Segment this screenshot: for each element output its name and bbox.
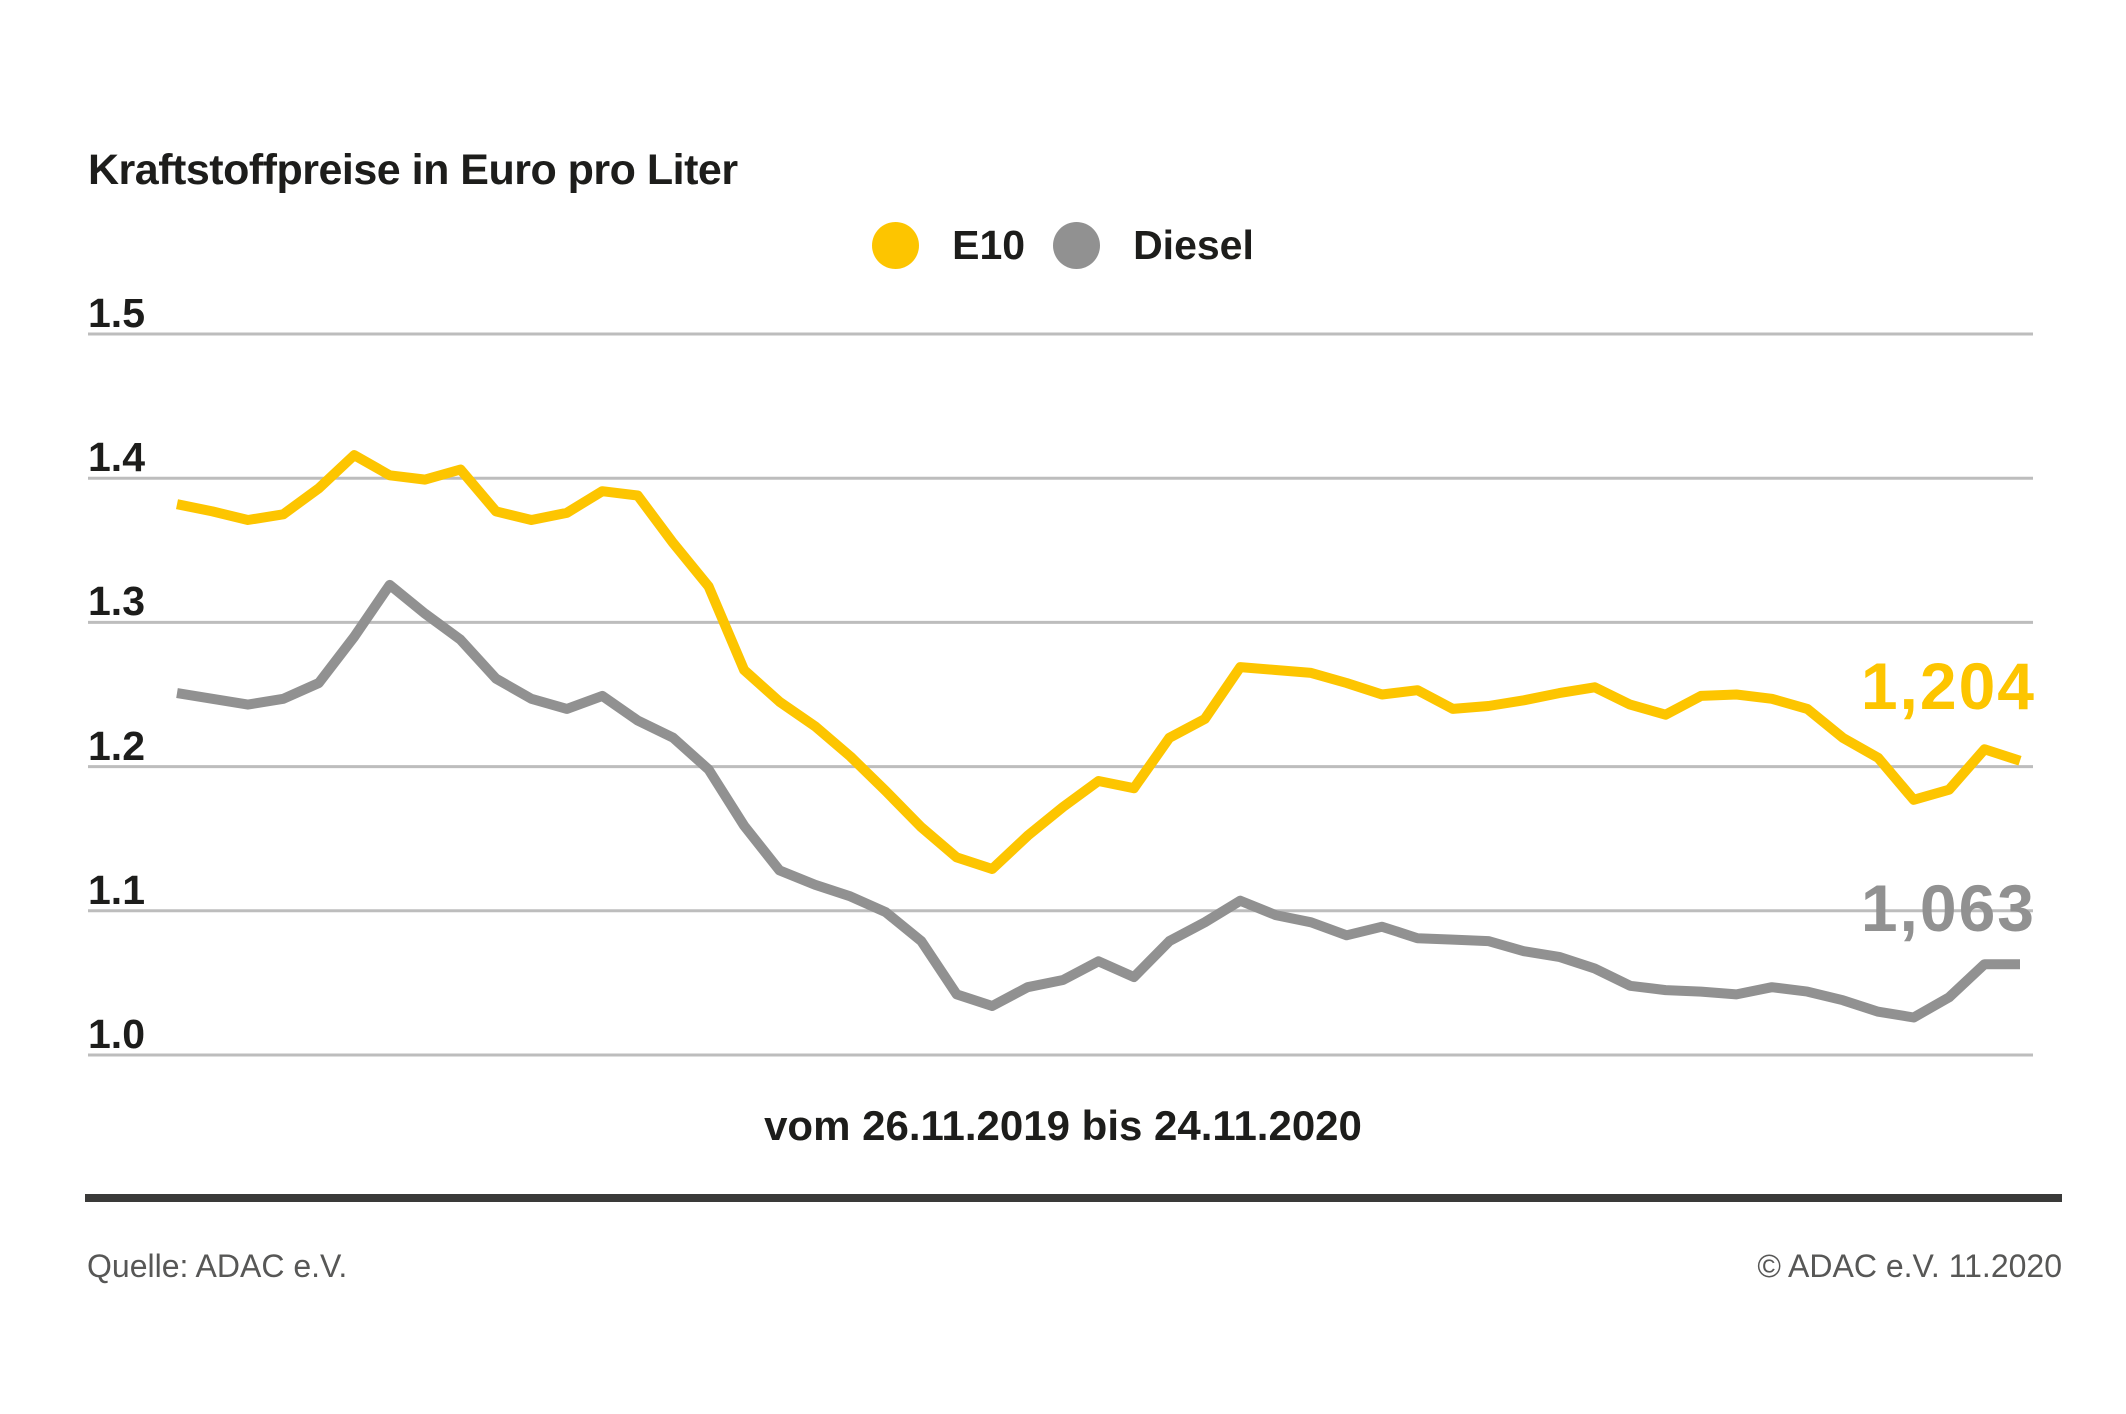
footer-divider	[85, 1194, 2062, 1202]
diesel-end-value-label: 1,063	[1860, 871, 2036, 945]
y-axis-label: 1.4	[88, 434, 145, 481]
legend-item-e10: E10	[872, 222, 1025, 269]
y-axis-label: 1.3	[88, 578, 145, 625]
diesel-price-line	[176, 579, 2020, 1023]
legend-label-e10: E10	[952, 222, 1026, 268]
copyright-notice: © ADAC e.V. 11.2020	[1757, 1248, 2062, 1284]
x-axis-range-label: vom 26.11.2019 bis 24.11.2020	[764, 1102, 1362, 1149]
e10-legend-dot-icon	[872, 222, 920, 269]
source-attribution: Quelle: ADAC e.V.	[87, 1248, 348, 1284]
legend-label-diesel: Diesel	[1133, 222, 1254, 268]
y-axis-label: 1.0	[88, 1011, 145, 1057]
e10-price-line	[176, 450, 2022, 874]
y-axis-label: 1.5	[88, 290, 145, 336]
y-axis-label: 1.2	[88, 722, 145, 769]
e10-end-value-label: 1,204	[1860, 649, 2036, 723]
y-axis-label: 1.1	[88, 866, 145, 913]
legend: E10 Diesel	[0, 222, 2126, 269]
diesel-legend-dot-icon	[1053, 222, 1101, 269]
page-title: Kraftstoffpreise in Euro pro Liter	[88, 146, 738, 194]
legend-item-diesel: Diesel	[1053, 222, 1254, 269]
